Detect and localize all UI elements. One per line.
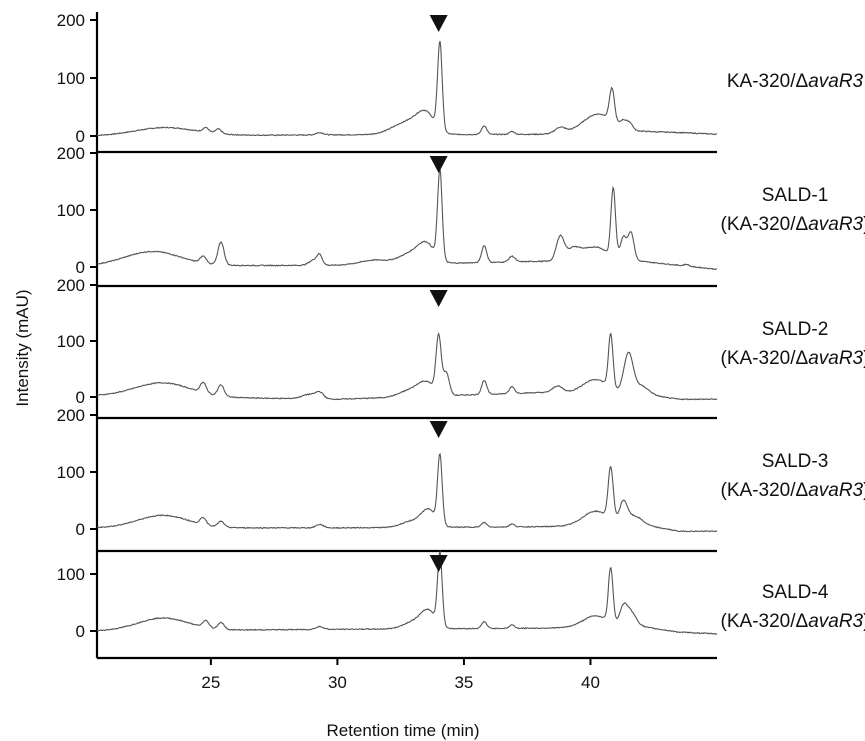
chromatogram-trace [96,331,718,401]
strain-label-line1: SALD-4 [762,582,829,603]
panel-1: 0 100 200 KA-320/ΔavaR3 [57,11,864,154]
peak-marker-triangle [429,15,448,32]
peak-marker-triangle [429,156,448,173]
chromatogram-trace [96,453,718,533]
strain-label-text: (KA-320/Δ [721,611,809,632]
y-tick-label: 0 [76,520,85,539]
strain-label-text: KA-320/Δ [727,71,809,92]
strain-label-text: ) [863,611,865,632]
y-tick-label: 100 [57,69,85,88]
strain-label-line1: SALD-1 [762,185,829,206]
strain-label-text: (KA-320/Δ [721,348,809,369]
chromatogram-trace [96,550,718,636]
panel-4: 0 100 200 SALD-3 (KA-320/ΔavaR3) [57,406,865,553]
chromatogram-trace [96,40,717,137]
y-axis-title: Intensity (mAU) [13,289,32,406]
strain-label-italic: avaR3 [808,480,863,501]
y-tick-label: 200 [57,406,85,425]
strain-label-italic: avaR3 [808,71,863,92]
peak-marker-triangle [429,290,448,307]
strain-label-line2: (KA-320/ΔavaR3) [721,348,865,369]
strain-label-line2: (KA-320/ΔavaR3) [721,480,865,501]
strain-label-text: (KA-320/Δ [721,214,809,235]
y-tick-label: 0 [76,127,85,146]
strain-label-line2: (KA-320/ΔavaR3) [721,611,865,632]
y-tick-label: 0 [76,258,85,277]
x-axis-title: Retention time (min) [326,721,479,740]
x-axis: 25 30 35 40 [97,656,717,692]
y-tick-label: 200 [57,144,85,163]
strain-label-italic: avaR3 [808,214,863,235]
chromatogram-trace [96,167,718,271]
strain-label-text: ) [863,480,865,501]
y-tick-label: 100 [57,565,85,584]
strain-label-text: (KA-320/Δ [721,480,809,501]
strain-label-text: ) [863,348,865,369]
panel-2: 0 100 200 SALD-1 (KA-320/ΔavaR3) [57,144,865,288]
strain-label-line1: SALD-3 [762,451,829,472]
panel-3: 0 100 200 SALD-2 (KA-320/ΔavaR3) [57,276,865,420]
y-tick-label: 100 [57,332,85,351]
strain-label: KA-320/ΔavaR3 [727,71,864,92]
y-tick-label: 200 [57,11,85,30]
panels-layer: 0100200KA-320/ΔavaR30100200SALD-1(KA-320… [57,11,865,658]
y-tick-label: 100 [57,463,85,482]
peak-marker-triangle [429,555,448,572]
x-tick-label: 40 [581,673,600,692]
y-tick-label: 100 [57,201,85,220]
strain-label-line1: SALD-2 [762,319,829,340]
peak-marker-triangle [429,421,448,438]
x-tick-label: 35 [454,673,473,692]
panel-5: 0 100 SALD-4 (KA-320/ΔavaR3) [57,550,865,658]
y-tick-label: 0 [76,388,85,407]
strain-label-italic: avaR3 [808,348,863,369]
y-tick-label: 0 [76,622,85,641]
x-tick-label: 30 [328,673,347,692]
x-tick-label: 25 [201,673,220,692]
strain-label-line2: (KA-320/ΔavaR3) [721,214,865,235]
strain-label-text: ) [863,214,865,235]
strain-label-italic: avaR3 [808,611,863,632]
y-tick-label: 200 [57,276,85,295]
